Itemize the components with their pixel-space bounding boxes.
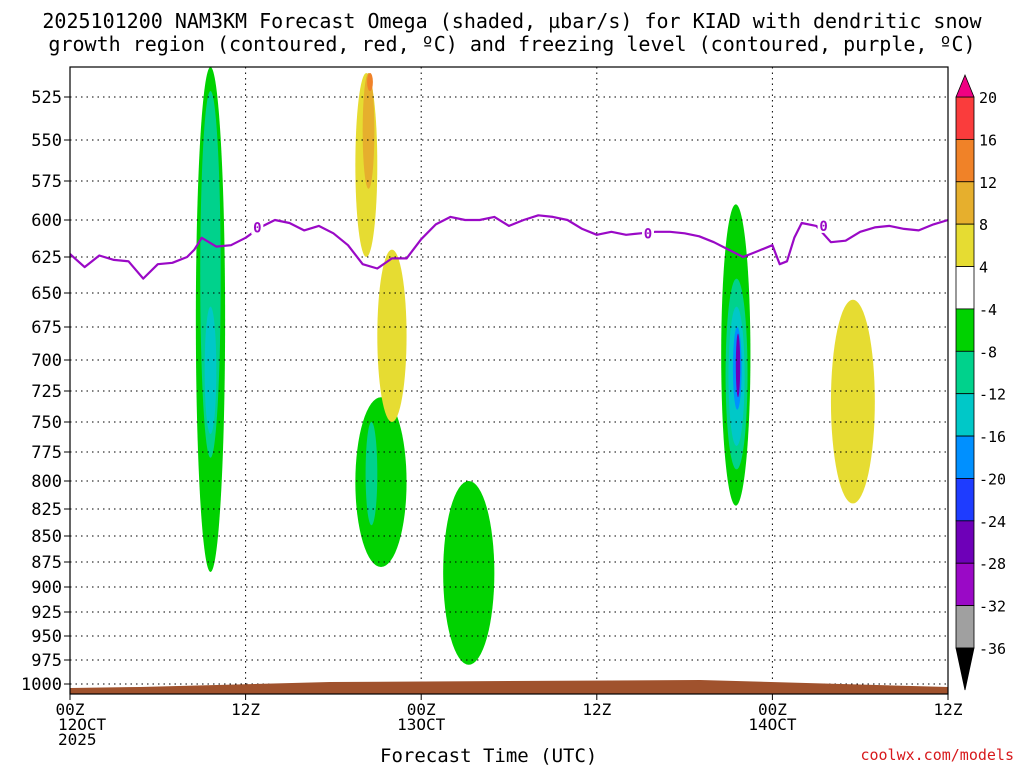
colorbar-segment-6 [955, 350, 975, 395]
ytick-label-650: 650 [31, 284, 62, 304]
colorbar: 20 16 12 8 4 -4 -8 -12 -16 -20 -24 -28 -32 -36 [955, 73, 1006, 691]
xtick-label-36-0: 12Z [582, 700, 611, 719]
colorbar-label--20: -20 [979, 470, 1006, 488]
xtick-label-0-1: 12OCT [58, 715, 107, 734]
chart-title-line-1: 2025101200 NAM3KM Forecast Omega (shaded… [42, 9, 982, 33]
x-axis-label: Forecast Time (UTC) [380, 745, 598, 767]
xtick-label-12-0: 12Z [231, 700, 260, 719]
colorbar-label-16: 16 [979, 131, 997, 149]
omega-region-9 [365, 422, 378, 526]
colorbar-label--36: -36 [979, 640, 1006, 658]
freezing-level-line [70, 214, 948, 280]
omega-region-15 [377, 249, 407, 422]
colorbar-label-4: 4 [979, 259, 988, 277]
ytick-label-725: 725 [31, 382, 62, 402]
freezing-level-label-1: 0 [644, 226, 652, 242]
chart-title-line-2: growth region (contoured, red, ºC) and f… [48, 32, 976, 56]
ytick-label-550: 550 [31, 131, 62, 151]
colorbar-segment-5 [955, 308, 975, 352]
ytick-label-825: 825 [31, 500, 62, 520]
pressure-axis: 525 550 575 600 625 650 675 700 725 750 775 800 825 8… [21, 88, 70, 695]
colorbar-segment-2 [955, 181, 975, 225]
credit-label: coolwx.com/models [860, 746, 1014, 764]
ytick-label-600: 600 [31, 211, 62, 231]
plot-frame [69, 66, 949, 695]
freezing-label-bg-1 [642, 225, 655, 241]
colorbar-segment-0 [955, 96, 975, 140]
colorbar-label--24: -24 [979, 513, 1006, 531]
terrain-fill [70, 680, 948, 694]
xtick-label-0-0: 00Z [56, 700, 85, 719]
freezing-level-label-2: 0 [819, 219, 827, 235]
colorbar-segment-1 [955, 138, 975, 183]
ytick-label-575: 575 [31, 172, 62, 192]
colorbar-label--28: -28 [979, 555, 1006, 573]
ytick-label-750: 750 [31, 413, 62, 433]
freezing-level-layer: 0 0 0 [70, 214, 948, 280]
omega-region-8 [355, 397, 407, 567]
colorbar-label--16: -16 [979, 428, 1006, 446]
colorbar-top-arrow [955, 73, 975, 98]
ytick-label-625: 625 [31, 248, 62, 268]
freezing-level-label-0: 0 [253, 220, 261, 236]
colorbar-segment-10 [955, 520, 975, 564]
ytick-label-700: 700 [31, 351, 62, 371]
ytick-label-875: 875 [31, 553, 62, 573]
colorbar-segment-3 [955, 223, 975, 267]
omega-shading-layer [195, 67, 875, 665]
omega-region-2 [204, 306, 217, 434]
xtick-label-24-0: 00Z [407, 700, 436, 719]
ytick-label-925: 925 [31, 603, 62, 623]
freezing-label-bg-2 [817, 217, 830, 233]
grid-lines [70, 67, 948, 694]
colorbar-segment-12 [955, 605, 975, 649]
ytick-label-675: 675 [31, 318, 62, 338]
ytick-label-525: 525 [31, 88, 62, 108]
colorbar-label--32: -32 [979, 598, 1006, 616]
omega-region-7 [735, 333, 741, 398]
colorbar-bottom-arrow [955, 647, 975, 691]
colorbar-label-8: 8 [979, 216, 988, 234]
omega-region-13 [367, 73, 373, 91]
omega-region-14 [830, 299, 875, 504]
colorbar-label-12: 12 [979, 174, 997, 192]
colorbar-label--12: -12 [979, 386, 1006, 404]
ytick-label-975: 975 [31, 651, 62, 671]
omega-region-10 [443, 481, 495, 665]
colorbar-segment-7 [955, 393, 975, 437]
colorbar-label--8: -8 [979, 343, 997, 361]
ytick-label-800: 800 [31, 472, 62, 492]
omega-region-12 [362, 72, 375, 189]
ytick-label-850: 850 [31, 527, 62, 547]
ytick-label-775: 775 [31, 443, 62, 463]
freezing-label-bg-0 [251, 219, 264, 235]
xtick-label-48-1: 14OCT [748, 715, 797, 734]
colorbar-segment-4 [955, 266, 975, 310]
xtick-label-48-0: 00Z [758, 700, 787, 719]
colorbar-label-20: 20 [979, 89, 997, 107]
colorbar-label--4: -4 [979, 301, 997, 319]
ytick-label-900: 900 [31, 578, 62, 598]
xtick-label-24-1: 13OCT [397, 715, 446, 734]
colorbar-segment-9 [955, 478, 975, 522]
surface-terrain [70, 680, 948, 694]
ytick-label-1000: 1000 [21, 675, 62, 695]
xtick-label-0-2: 2025 [58, 730, 97, 749]
colorbar-segment-11 [955, 562, 975, 607]
ytick-label-950: 950 [31, 627, 62, 647]
xtick-label-60-0: 12Z [934, 700, 963, 719]
colorbar-segment-8 [955, 435, 975, 479]
